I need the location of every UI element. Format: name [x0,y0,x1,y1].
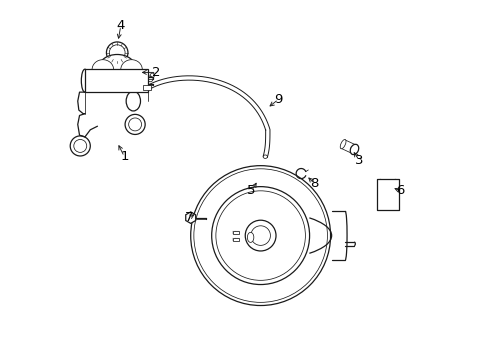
Text: 3: 3 [354,154,363,167]
Ellipse shape [121,60,142,80]
Ellipse shape [247,232,253,242]
Ellipse shape [349,144,358,154]
Bar [233,230,239,234]
Ellipse shape [340,139,346,149]
Text: 7: 7 [184,211,193,224]
Bar [85,69,147,92]
Text: 1: 1 [120,150,128,163]
Bar [233,238,239,241]
Text: 5: 5 [247,184,255,197]
Ellipse shape [99,54,135,80]
Text: 8: 8 [309,177,318,190]
Text: 2: 2 [152,66,161,79]
Polygon shape [185,212,195,224]
Bar [142,85,151,90]
Ellipse shape [126,91,140,111]
Text: 4: 4 [116,19,125,32]
Ellipse shape [92,60,113,80]
Text: 9: 9 [274,93,282,106]
Text: 6: 6 [395,184,404,197]
Bar [376,179,398,210]
